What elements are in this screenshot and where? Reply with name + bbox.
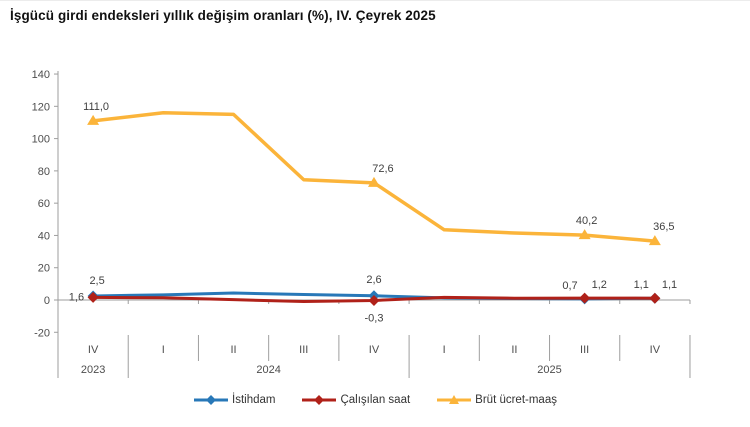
svg-text:40,2: 40,2 bbox=[576, 215, 597, 227]
legend-label-calisilan-saat: Çalışılan saat bbox=[340, 394, 411, 406]
svg-text:60: 60 bbox=[38, 198, 50, 210]
svg-text:0: 0 bbox=[44, 295, 50, 307]
svg-text:40: 40 bbox=[38, 230, 50, 242]
svg-text:I: I bbox=[162, 344, 165, 356]
svg-text:111,0: 111,0 bbox=[83, 101, 109, 113]
brut-ucret-maas-line-triangle-icon bbox=[437, 395, 472, 404]
svg-text:80: 80 bbox=[38, 166, 50, 178]
svg-text:120: 120 bbox=[32, 101, 50, 113]
series--al-lan-saat: 1,6 -0,3 1,2 1,1 bbox=[69, 279, 677, 324]
svg-text:140: 140 bbox=[32, 69, 50, 81]
legend-label-brut-ucret-maas: Brüt ücret-maaş bbox=[475, 394, 557, 406]
svg-text:IV: IV bbox=[88, 344, 99, 356]
svg-text:2,6: 2,6 bbox=[366, 274, 381, 286]
svg-text:100: 100 bbox=[32, 134, 50, 146]
svg-text:III: III bbox=[299, 344, 308, 356]
legend-label-istihdam: İstihdam bbox=[232, 394, 276, 406]
svg-text:0,7: 0,7 bbox=[562, 280, 577, 292]
series-br-t-cret-maa-: 111,0 72,6 40,2 36,5 bbox=[83, 101, 675, 246]
svg-text:2024: 2024 bbox=[256, 364, 280, 376]
svg-text:2,5: 2,5 bbox=[89, 275, 104, 287]
chart-legend: İstihdam Çalışılan saat Brüt ücret-maaş bbox=[0, 394, 750, 406]
svg-text:III: III bbox=[580, 344, 589, 356]
svg-text:-0,3: -0,3 bbox=[364, 312, 383, 324]
svg-text:1,1: 1,1 bbox=[662, 279, 677, 291]
svg-text:IV: IV bbox=[369, 344, 380, 356]
legend-item-calisilan-saat[interactable]: Çalışılan saat bbox=[301, 394, 410, 406]
svg-text:II: II bbox=[511, 344, 517, 356]
y-axis: 140 120 100 80 60 40 20 0 -20 bbox=[32, 69, 59, 378]
legend-item-brut-ucret-maas[interactable]: Brüt ücret-maaş bbox=[436, 394, 557, 406]
svg-text:1,1: 1,1 bbox=[634, 279, 649, 291]
svg-text:72,6: 72,6 bbox=[372, 163, 393, 175]
svg-text:IV: IV bbox=[650, 344, 661, 356]
svg-text:2025: 2025 bbox=[537, 364, 561, 376]
legend-item-istihdam[interactable]: İstihdam bbox=[193, 394, 275, 406]
svg-text:I: I bbox=[443, 344, 446, 356]
svg-text:36,5: 36,5 bbox=[653, 221, 674, 233]
istihdam-line-diamond-icon bbox=[194, 395, 229, 405]
calisilan-saat-line-diamond-icon bbox=[302, 395, 337, 405]
svg-text:20: 20 bbox=[38, 263, 50, 275]
svg-text:1,2: 1,2 bbox=[592, 279, 607, 291]
svg-text:2023: 2023 bbox=[81, 364, 105, 376]
svg-text:-20: -20 bbox=[34, 327, 50, 339]
chart-title: İşgücü girdi endeksleri yıllık değişim o… bbox=[10, 8, 436, 23]
svg-text:II: II bbox=[230, 344, 236, 356]
svg-text:1,6: 1,6 bbox=[69, 291, 84, 303]
